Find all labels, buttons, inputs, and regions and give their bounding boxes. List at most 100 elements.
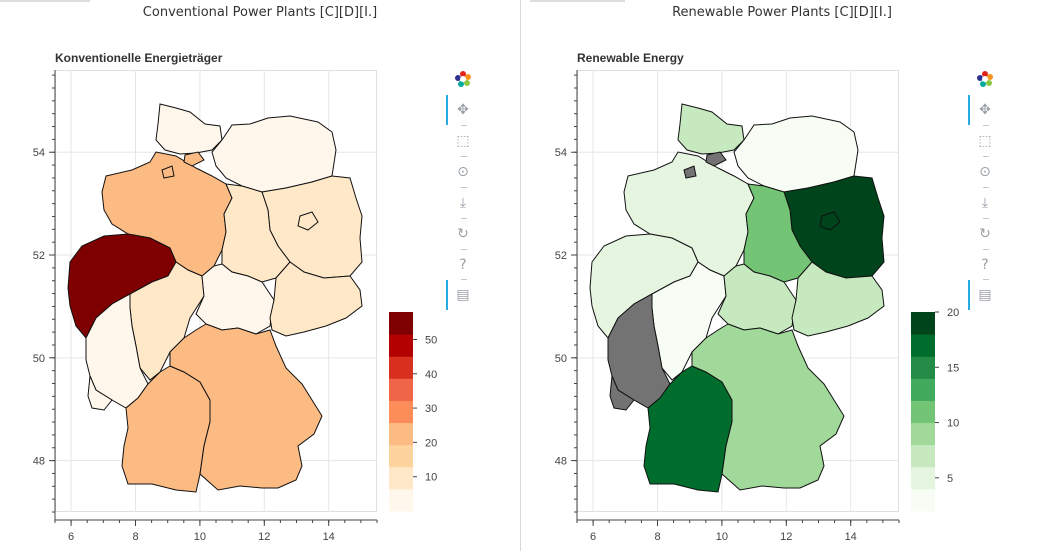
map-region-sachsen[interactable] (791, 261, 885, 337)
help-icon[interactable]: ? (981, 257, 989, 273)
map-region-saarland[interactable] (87, 375, 113, 411)
toolbar-separator (983, 218, 989, 219)
save-icon[interactable]: ⤓ (981, 195, 989, 211)
colorbar-bin (911, 356, 935, 379)
toolbar-separator (461, 187, 467, 188)
colorbar-bin (389, 488, 413, 512)
map-region-bayern[interactable] (691, 323, 845, 491)
colorbar-tick-label: 30 (425, 403, 437, 415)
colorbar-bin (911, 422, 935, 446)
map-region-schleswig-holstein[interactable] (155, 103, 223, 155)
colorbar-tick-label: 10 (425, 472, 437, 484)
toolbar-separator (983, 125, 989, 126)
toolbar-separator (983, 279, 989, 280)
map-region-sachsen[interactable] (269, 261, 363, 337)
map-region-th-ringen[interactable] (195, 263, 275, 335)
save-icon[interactable]: ⤓ (459, 195, 467, 211)
y-tick-label: 48 (555, 456, 567, 468)
map-region-hamburg[interactable] (705, 151, 727, 167)
colorbar-tick-label: 20 (947, 307, 959, 319)
help-icon[interactable]: ? (459, 257, 467, 273)
toolbar-separator (983, 187, 989, 188)
toolbar-separator (983, 156, 989, 157)
colorbar-bin (389, 334, 413, 357)
colorbar-bin (911, 334, 935, 357)
colorbar-bin (911, 444, 935, 468)
map-region-hamburg[interactable] (183, 151, 205, 167)
x-tick-label: 10 (716, 531, 728, 543)
x-tick-label: 8 (654, 531, 660, 543)
map-region-berlin[interactable] (297, 211, 319, 231)
wheel-zoom-icon[interactable]: ⊙ (457, 164, 469, 180)
top-border-left (0, 0, 90, 2)
y-tick-label: 52 (33, 250, 45, 262)
colorbar-tick-label: 10 (947, 418, 959, 430)
y-tick-label: 54 (555, 147, 567, 159)
panel-renewable: Renewable Power Plants [C][D][I.] Renewa… (522, 0, 1042, 551)
bokeh-logo (974, 68, 996, 90)
panel-conventional: Conventional Power Plants [C][D][I.] Kon… (0, 0, 520, 551)
x-tick-label: 6 (590, 531, 596, 543)
x-tick-label: 14 (323, 531, 335, 543)
colorbar-tick-label: 15 (947, 362, 959, 374)
toolbar-separator (461, 218, 467, 219)
colorbar-bin (389, 466, 413, 490)
colorbar-bin (389, 356, 413, 379)
panel-header: Renewable Power Plants [C][D][I.] (672, 5, 892, 20)
map-region-bremen[interactable] (161, 165, 175, 179)
hover-icon[interactable]: ▤ (968, 280, 996, 310)
toolbar-separator (461, 156, 467, 157)
map-region-bayern[interactable] (169, 323, 323, 491)
y-tick-label: 50 (555, 353, 567, 365)
x-tick-label: 12 (258, 531, 270, 543)
colorbar-tick-label: 40 (425, 369, 437, 381)
y-tick-label: 50 (33, 353, 45, 365)
colorbar-bin (911, 488, 935, 512)
reset-icon[interactable]: ↻ (457, 226, 469, 242)
choropleth-map-conventional[interactable]: 6 8 10 12 14 48 50 52 54 10 20 30 40 50 (0, 0, 520, 551)
map-region-th-ringen[interactable] (717, 263, 797, 335)
panel-header: Conventional Power Plants [C][D][I.] (142, 5, 378, 20)
x-tick-label: 6 (68, 531, 74, 543)
colorbar-bin (389, 312, 413, 335)
hover-icon[interactable]: ▤ (446, 280, 474, 310)
colorbar-bin (911, 312, 935, 335)
top-border-right (530, 0, 625, 2)
y-tick-label: 52 (555, 250, 567, 262)
map-region-saarland[interactable] (609, 375, 635, 411)
pan-icon[interactable]: ✥ (446, 95, 474, 125)
colorbar-bin (389, 378, 413, 401)
colorbar-tick-label: 20 (425, 437, 437, 449)
plot-title: Konventionelle Energieträger (55, 51, 223, 65)
x-tick-label: 10 (194, 531, 206, 543)
choropleth-map-renewable[interactable]: 6 8 10 12 14 48 50 52 54 5 10 15 20 (522, 0, 1042, 551)
x-tick-label: 8 (132, 531, 138, 543)
colorbar-bin (389, 444, 413, 468)
plot-title: Renewable Energy (577, 51, 684, 65)
map-region-schleswig-holstein[interactable] (677, 103, 745, 155)
colorbar-bin (911, 400, 935, 424)
x-tick-label: 14 (845, 531, 857, 543)
colorbar-tick-label: 50 (425, 334, 437, 346)
bokeh-logo (452, 68, 474, 90)
toolbar-separator (461, 279, 467, 280)
map-region-berlin[interactable] (819, 211, 841, 231)
colorbar-bin (389, 400, 413, 424)
y-tick-label: 48 (33, 456, 45, 468)
colorbar-bin (389, 422, 413, 446)
y-tick-label: 54 (33, 147, 45, 159)
map-region-bremen[interactable] (683, 165, 697, 179)
x-tick-label: 12 (780, 531, 792, 543)
toolbar-separator (461, 125, 467, 126)
colorbar-bin (911, 378, 935, 401)
toolbar-separator (461, 249, 467, 250)
reset-icon[interactable]: ↻ (979, 226, 991, 242)
colorbar-bin (911, 466, 935, 490)
box-zoom-icon[interactable]: ⬚ (978, 133, 992, 149)
panel-divider (520, 0, 521, 551)
box-zoom-icon[interactable]: ⬚ (456, 133, 470, 149)
pan-icon[interactable]: ✥ (968, 95, 996, 125)
toolbar-separator (983, 249, 989, 250)
colorbar-tick-label: 5 (947, 473, 953, 485)
wheel-zoom-icon[interactable]: ⊙ (979, 164, 991, 180)
